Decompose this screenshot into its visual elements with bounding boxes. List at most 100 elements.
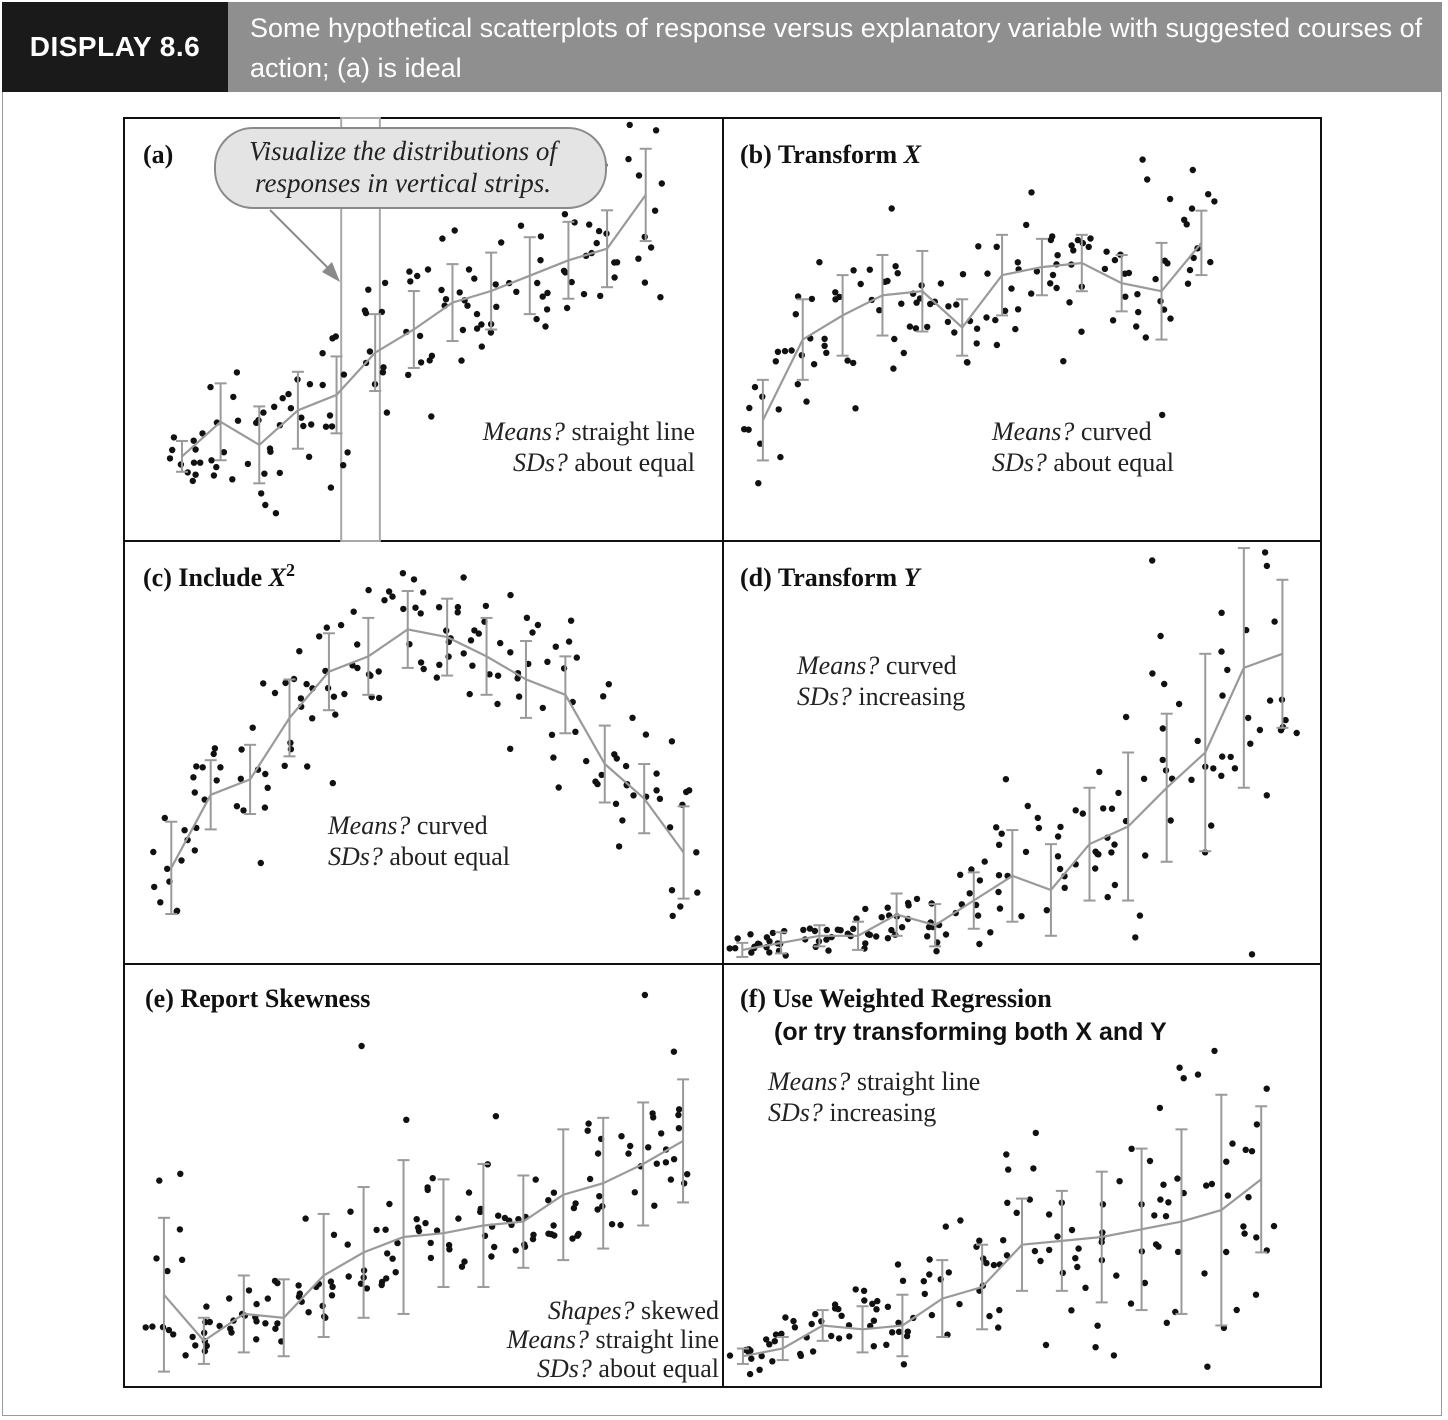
data-point <box>486 671 493 678</box>
data-point <box>1000 1237 1007 1244</box>
data-point <box>550 1222 557 1229</box>
data-point <box>937 280 945 287</box>
means-line-e <box>163 1139 684 1343</box>
data-point <box>625 1150 632 1157</box>
data-point <box>861 1297 868 1304</box>
data-point <box>1122 713 1130 721</box>
data-point <box>562 269 569 276</box>
data-point <box>501 1214 509 1222</box>
data-point <box>903 1332 911 1340</box>
annotation-question: SDs? <box>992 448 1047 477</box>
data-point <box>287 405 295 412</box>
callout-arrow-head <box>322 262 340 282</box>
data-point <box>1218 648 1225 655</box>
data-point <box>1012 325 1019 333</box>
data-point <box>264 784 271 791</box>
data-point <box>537 233 545 240</box>
data-point <box>866 266 873 273</box>
data-point <box>498 239 505 246</box>
data-point <box>276 469 283 477</box>
data-point <box>852 405 859 412</box>
data-point <box>507 649 514 656</box>
data-point <box>584 1127 591 1134</box>
data-point <box>386 1200 393 1208</box>
data-point <box>253 1300 260 1308</box>
data-point <box>1028 189 1035 196</box>
data-point <box>512 1247 519 1254</box>
data-point <box>394 1239 401 1247</box>
data-point <box>574 1232 581 1239</box>
data-point <box>1223 1158 1230 1165</box>
data-point <box>775 406 782 413</box>
data-point <box>170 434 178 441</box>
data-point <box>669 912 676 920</box>
data-point <box>1004 1199 1011 1207</box>
data-point <box>1022 221 1030 229</box>
data-point <box>1188 776 1195 783</box>
data-point <box>199 430 206 437</box>
data-point <box>319 350 326 357</box>
annotation-answer: curved <box>1074 417 1151 446</box>
data-point <box>1072 1255 1079 1262</box>
data-point <box>630 792 637 799</box>
annotation-question: Shapes? <box>548 1296 635 1325</box>
data-point <box>326 412 334 419</box>
data-point <box>649 1110 656 1117</box>
data-point <box>1111 256 1119 264</box>
data-point <box>1163 1319 1171 1327</box>
data-point <box>534 621 542 629</box>
data-point <box>492 281 499 288</box>
data-point <box>781 347 789 355</box>
data-point <box>986 1312 993 1320</box>
annotation-question: Means? <box>482 417 565 446</box>
data-point <box>1293 729 1300 737</box>
data-point <box>1219 753 1226 760</box>
data-point <box>995 1324 1002 1331</box>
annotation-a: Means? straight line <box>482 417 695 446</box>
data-point <box>884 1303 892 1311</box>
data-point <box>471 627 478 634</box>
data-point <box>539 293 546 300</box>
data-point <box>190 437 197 444</box>
panel-title-part: Include <box>178 563 268 592</box>
data-point <box>261 470 268 477</box>
data-point <box>319 1302 326 1310</box>
data-point <box>850 925 857 932</box>
data-point <box>1099 1201 1107 1208</box>
data-point <box>800 926 807 934</box>
data-point <box>436 661 443 668</box>
data-point <box>890 365 897 372</box>
data-point <box>812 1310 819 1318</box>
data-point <box>1066 299 1073 306</box>
data-point <box>327 1278 335 1285</box>
means-line-a <box>181 194 647 458</box>
data-point <box>1229 1140 1236 1147</box>
data-point <box>208 457 215 464</box>
data-point <box>1109 317 1117 324</box>
data-point <box>585 1120 592 1127</box>
panel-title-b: (b) Transform X <box>740 140 922 169</box>
data-point <box>1157 298 1164 305</box>
data-point <box>1082 1284 1089 1292</box>
data-point <box>647 244 655 251</box>
data-point <box>878 914 885 921</box>
data-point <box>166 455 174 462</box>
data-point <box>857 280 864 288</box>
annotation-answer: increasing <box>852 682 965 711</box>
data-point <box>226 1295 233 1302</box>
data-point <box>993 824 1000 831</box>
data-point <box>340 462 347 469</box>
panel-title-part: Transform <box>778 563 904 592</box>
data-point <box>216 1322 223 1330</box>
data-point <box>580 290 588 298</box>
data-point <box>424 1184 431 1191</box>
data-point <box>565 638 573 645</box>
data-point <box>210 472 218 479</box>
annotation-answer: curved <box>410 811 487 840</box>
data-point <box>1194 737 1201 745</box>
data-point <box>945 1269 952 1276</box>
data-point <box>365 586 372 594</box>
data-point <box>233 803 241 810</box>
data-point <box>924 933 931 940</box>
means-line-d <box>742 652 1283 951</box>
